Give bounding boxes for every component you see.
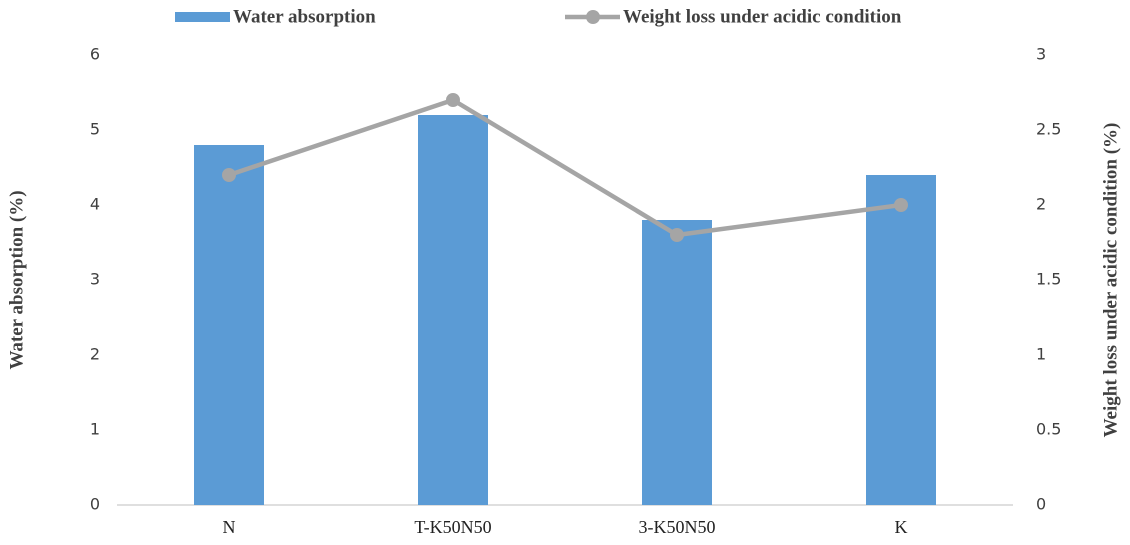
x-tick-label: 3-K50N50 (639, 517, 716, 537)
x-tick-label: N (223, 517, 236, 537)
line-marker (222, 168, 236, 182)
line-marker (894, 198, 908, 212)
bar (866, 175, 936, 505)
legend-label: Water absorption (233, 6, 376, 27)
x-tick-label: T-K50N50 (414, 517, 491, 537)
y2-tick-label: 2.5 (1036, 120, 1061, 139)
line-marker (670, 228, 684, 242)
legend-swatch (586, 10, 600, 24)
y2-tick-label: 0.5 (1036, 420, 1061, 439)
bar (642, 220, 712, 505)
line (228, 97, 902, 238)
y-tick-label: 3 (90, 270, 100, 289)
y-tick-label: 5 (90, 120, 100, 139)
x-tick-label: K (895, 517, 908, 537)
y2-tick-label: 0 (1036, 495, 1046, 514)
y-tick-label: 2 (90, 345, 100, 364)
line-marker (446, 93, 460, 107)
bar (194, 145, 264, 505)
legend-swatch (175, 12, 230, 22)
y-axis-title: Water absorption (%) (6, 190, 27, 369)
y2-tick-label: 3 (1036, 45, 1046, 64)
y-tick-label: 6 (90, 45, 100, 64)
y-tick-label: 1 (90, 420, 100, 439)
y2-axis-title: Weight loss under acidic condition (%) (1100, 123, 1121, 438)
bar (418, 115, 488, 505)
y-tick-label: 4 (90, 195, 100, 214)
y2-tick-label: 1.5 (1036, 270, 1061, 289)
y-tick-label: 0 (90, 495, 100, 514)
legend-label: Weight loss under acidic condition (623, 6, 902, 27)
y2-tick-label: 1 (1036, 345, 1046, 364)
y2-tick-label: 2 (1036, 195, 1046, 214)
